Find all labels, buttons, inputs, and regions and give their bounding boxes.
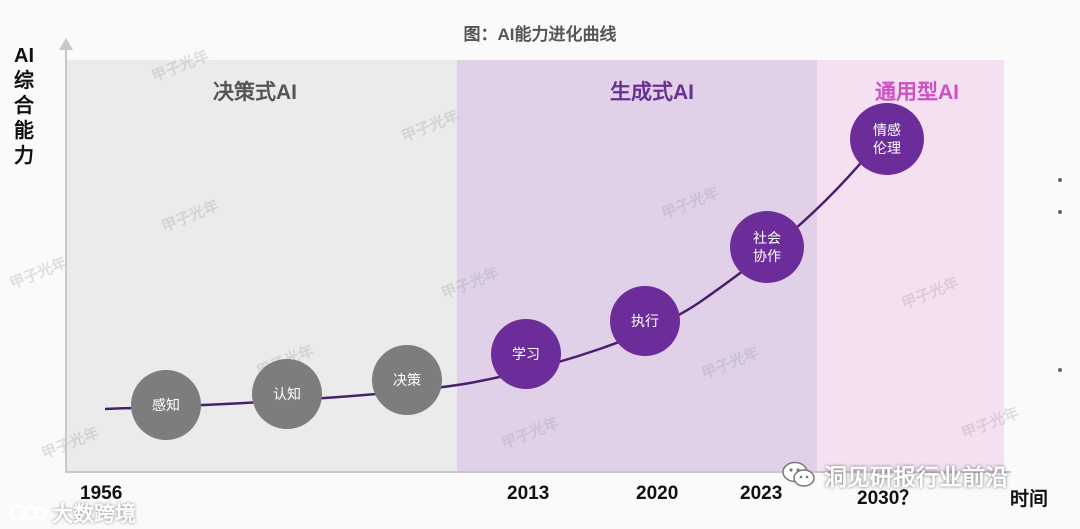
- node-cognition: 认知: [252, 359, 322, 429]
- year-1956: 1956: [80, 483, 123, 504]
- wechat-icon: [782, 461, 816, 489]
- bullet-dot: [1058, 210, 1062, 214]
- node-learning: 学习: [491, 319, 561, 389]
- diagram-title: 图：AI能力进化曲线: [463, 25, 617, 44]
- year-2023: 2023: [740, 483, 783, 504]
- brand-icon: [10, 504, 46, 522]
- node-perception: 感知: [131, 370, 201, 440]
- region-label-general-ai: 通用型AI: [875, 81, 959, 104]
- brand-logo: 大数跨境: [10, 498, 136, 528]
- node-execution: 执行: [610, 286, 680, 356]
- y-axis-arrow-icon: [59, 38, 73, 50]
- node-emotion-ethics: 情感 伦理: [850, 103, 924, 175]
- year-2013: 2013: [507, 483, 550, 504]
- wechat-account-badge: 洞见研报行业前沿: [782, 458, 1008, 492]
- region-label-generative-ai: 生成式AI: [610, 81, 694, 104]
- x-axis: [66, 471, 1011, 473]
- y-axis-label: AI 综合能力: [14, 45, 34, 167]
- node-decision: 决策: [372, 345, 442, 415]
- y-axis: [65, 48, 67, 473]
- bullet-dot: [1058, 178, 1062, 182]
- region-label-decision-ai: 决策式AI: [213, 81, 297, 104]
- x-axis-label: 时间: [1010, 489, 1049, 510]
- brand-name: 大数跨境: [52, 503, 136, 526]
- year-2030: 2030？: [857, 488, 919, 509]
- year-2020: 2020: [636, 483, 679, 504]
- bullet-dot: [1058, 368, 1062, 372]
- wechat-account-name: 洞见研报行业前沿: [824, 464, 1008, 490]
- node-social-collaboration: 社会 协作: [730, 211, 804, 283]
